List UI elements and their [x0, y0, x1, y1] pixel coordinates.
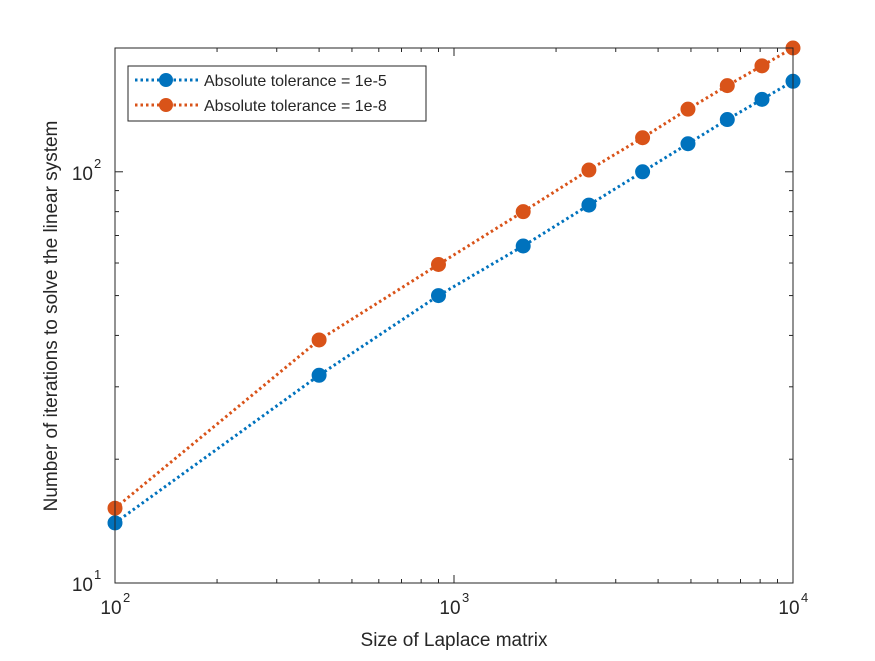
data-point: [754, 58, 770, 74]
series-line-1: [114, 79, 794, 525]
data-point: [719, 78, 735, 94]
data-point: [430, 257, 446, 273]
data-point: [515, 204, 531, 220]
legend-label: Absolute tolerance = 1e-8: [204, 98, 387, 115]
data-point: [515, 238, 531, 254]
y-tick-label-exponent: 1: [94, 567, 101, 582]
x-tick-label-exponent: 2: [123, 590, 130, 605]
x-tick-label-exponent: 4: [801, 590, 808, 605]
data-point: [581, 197, 597, 213]
legend-label: Absolute tolerance = 1e-5: [204, 73, 387, 90]
data-point: [719, 112, 735, 128]
data-point: [754, 91, 770, 107]
data-point: [635, 130, 651, 146]
legend: Absolute tolerance = 1e-5 Absolute tolera…: [127, 65, 427, 122]
x-tick-label-exponent: 3: [462, 590, 469, 605]
legend-box: [127, 65, 427, 122]
data-point: [311, 367, 327, 383]
x-tick-label: 10: [100, 598, 121, 619]
x-tick-label: 10: [439, 598, 460, 619]
data-point: [430, 288, 446, 304]
data-point: [680, 136, 696, 152]
data-point: [680, 101, 696, 117]
data-point: [311, 332, 327, 348]
x-tick-label: 10: [778, 598, 799, 619]
plot-area: [115, 48, 793, 583]
y-tick-label: 10: [72, 164, 93, 185]
data-point: [581, 162, 597, 178]
minor-ticks: [115, 47, 793, 583]
series-line-2: [114, 46, 794, 510]
axes-box: [114, 47, 794, 584]
y-axis-label: Number of iterations to solve the linear…: [41, 121, 62, 512]
series-layer: [107, 40, 801, 531]
y-tick-label-exponent: 2: [94, 156, 101, 171]
x-axis-label: Size of Laplace matrix: [361, 630, 548, 651]
legend-marker: [159, 98, 173, 112]
legend-marker: [159, 73, 173, 87]
data-point: [635, 164, 651, 180]
y-tick-label: 10: [72, 575, 93, 596]
